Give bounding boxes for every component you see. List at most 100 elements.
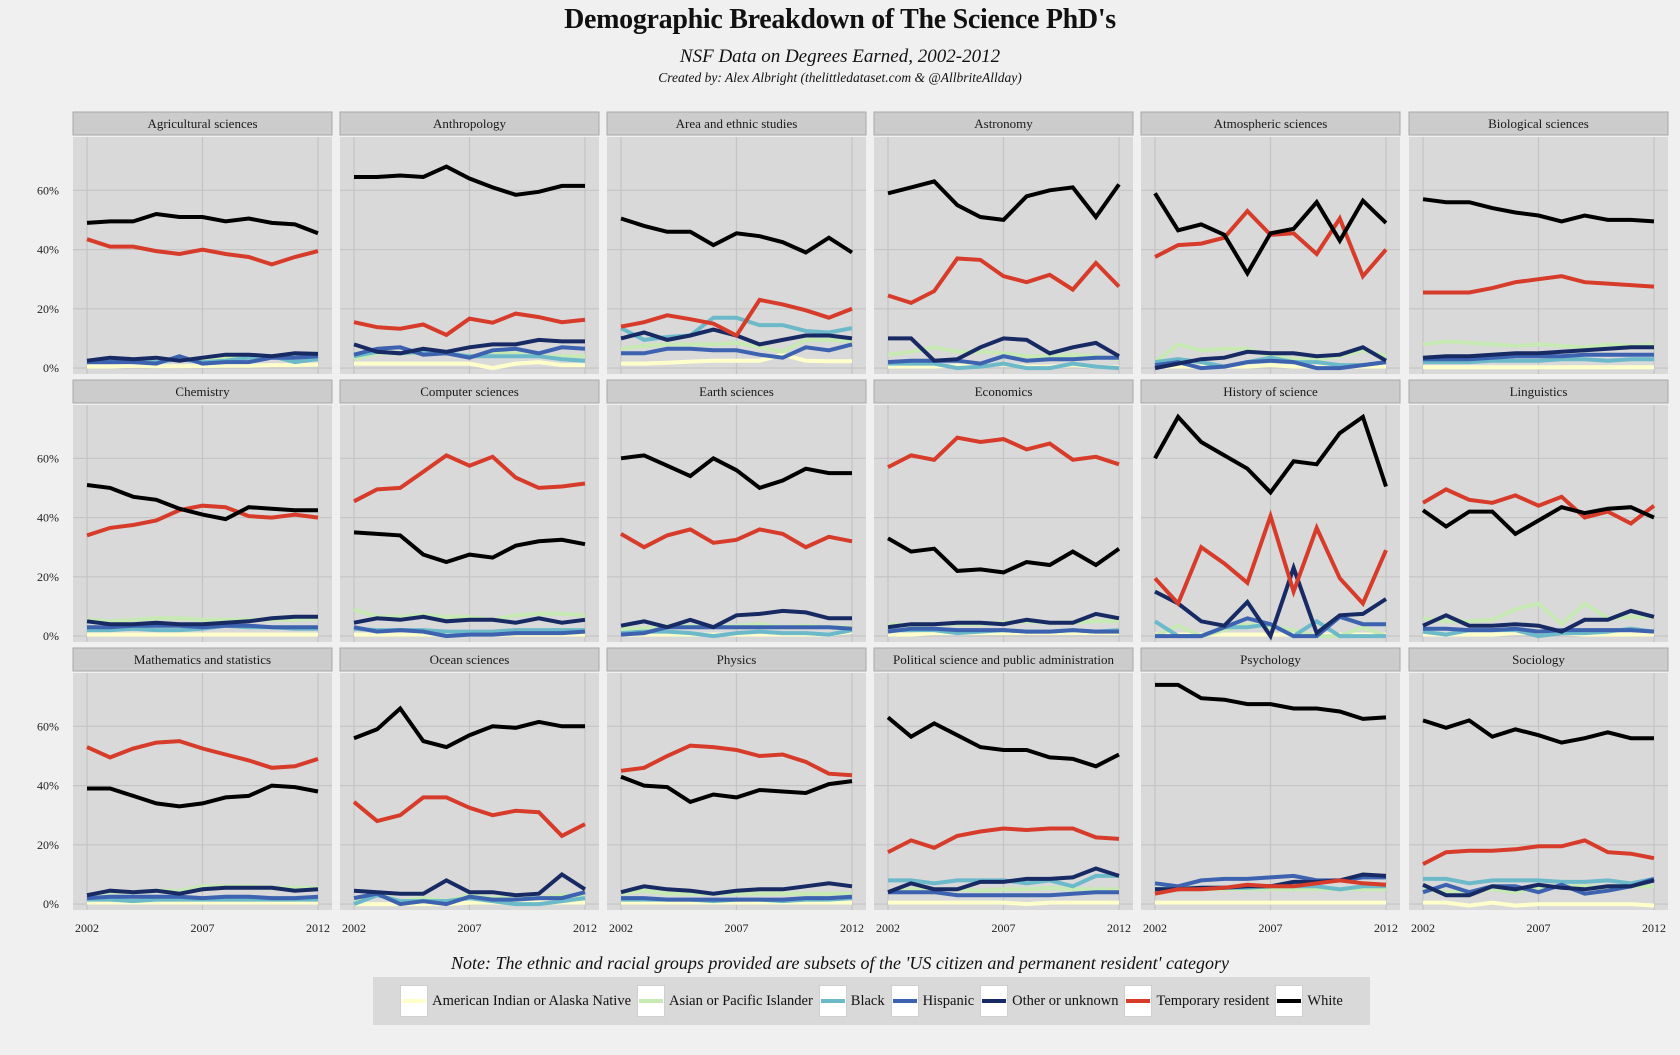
legend-item-asian: Asian or Pacific Islander xyxy=(637,985,813,1017)
series-line-temporary-resident xyxy=(887,826,1120,854)
series-line-white xyxy=(353,705,585,750)
y-tick-label: 60% xyxy=(37,719,59,733)
y-tick-label: 0% xyxy=(43,361,59,375)
x-tick-label: 2007 xyxy=(458,921,482,935)
x-tick-label: 2007 xyxy=(725,921,749,935)
series-line-other-or-unknown xyxy=(353,337,585,356)
legend-swatch xyxy=(892,999,917,1003)
y-tick-label: 40% xyxy=(37,511,59,525)
series-line-black xyxy=(620,628,853,639)
series-line-black xyxy=(1423,876,1655,886)
series-line-other-or-unknown xyxy=(86,885,319,898)
series-line-other-or-unknown xyxy=(86,351,319,363)
series-line-other-or-unknown xyxy=(888,336,1120,363)
series-line-hispanic xyxy=(353,345,586,360)
series-line-temporary-resident xyxy=(887,435,1120,469)
facet-panel: Political science and public administrat… xyxy=(873,647,1134,910)
x-tick-label: 2007 xyxy=(1527,921,1551,935)
series-line-hispanic xyxy=(621,342,853,360)
facet-title: Economics xyxy=(975,384,1033,399)
facet-title: History of science xyxy=(1223,384,1318,399)
facet-strip xyxy=(1140,647,1401,672)
facet-title: Astronomy xyxy=(974,116,1033,131)
facet-strip xyxy=(606,111,867,136)
facet-panel: Biological sciences xyxy=(1408,111,1669,374)
series-line-temporary-resident xyxy=(1154,878,1387,896)
series-line-asian-or-pacific-islander xyxy=(1154,622,1387,639)
series-line-other-or-unknown xyxy=(353,872,587,898)
series-line-temporary-resident xyxy=(86,503,319,538)
x-tick-label: 2007 xyxy=(1259,921,1283,935)
facet-strip xyxy=(873,647,1134,672)
legend-swatch xyxy=(820,999,845,1003)
legend-swatch xyxy=(982,999,1007,1003)
facet-title: Psychology xyxy=(1240,652,1301,667)
legend-item-other: Other or unknown xyxy=(980,985,1118,1017)
x-tick-label: 2002 xyxy=(876,921,900,935)
facet-strip xyxy=(1408,379,1669,404)
series-line-white xyxy=(1153,413,1388,496)
series-line-hispanic xyxy=(353,890,586,907)
series-line-temporary-resident xyxy=(620,743,853,778)
legend-label: Temporary resident xyxy=(1156,992,1270,1009)
y-tick-label: 60% xyxy=(37,451,59,465)
facet-title: Linguistics xyxy=(1510,384,1568,399)
series-line-american-indian-or-alaska-native xyxy=(888,631,1119,637)
series-line-white xyxy=(87,783,319,809)
legend-swatch xyxy=(1126,999,1151,1003)
legend-label: Black xyxy=(850,992,885,1009)
legend-item-black: Black xyxy=(818,985,885,1017)
series-line-temporary-resident xyxy=(86,739,319,770)
x-tick-label: 2012 xyxy=(1107,921,1131,935)
series-line-temporary-resident xyxy=(353,453,586,504)
y-tick-label: 40% xyxy=(37,779,59,793)
facet-title: Ocean sciences xyxy=(430,652,510,667)
facet-panel: Ocean sciences xyxy=(339,647,600,910)
series-line-temporary-resident xyxy=(620,527,853,550)
y-tick-label: 20% xyxy=(37,570,59,584)
series-line-other-or-unknown xyxy=(620,881,853,896)
facet-strip xyxy=(873,379,1134,404)
legend-item-hispanic: Hispanic xyxy=(890,985,975,1017)
series-line-hispanic xyxy=(887,354,1119,366)
legend-key xyxy=(1124,985,1153,1017)
facet-strip xyxy=(72,379,333,404)
series-line-white xyxy=(620,774,853,805)
legend-label: Hispanic xyxy=(922,992,975,1009)
series-line-other-or-unknown xyxy=(353,614,586,625)
series-line-other-or-unknown xyxy=(1154,345,1388,371)
series-line-hispanic xyxy=(86,894,319,901)
legend-key xyxy=(1275,985,1304,1017)
y-tick-label: 20% xyxy=(37,302,59,316)
series-line-hispanic xyxy=(1155,614,1386,639)
series-line-hispanic xyxy=(353,625,586,639)
series-line-hispanic xyxy=(621,894,853,902)
facet-strip xyxy=(1140,379,1401,404)
series-line-temporary-resident xyxy=(1421,487,1656,526)
legend-item-temporary-resident: Temporary resident xyxy=(1124,985,1269,1017)
series-line-other-or-unknown xyxy=(620,608,852,630)
facet-title: Biological sciences xyxy=(1488,116,1589,131)
legend-item-american-indian: American Indian or Alaska Native xyxy=(400,985,631,1017)
facet-panel: Psychology xyxy=(1140,647,1401,910)
series-line-white xyxy=(86,211,319,236)
series-line-other-or-unknown xyxy=(887,866,1120,895)
y-tick-label: 0% xyxy=(43,897,59,911)
facet-strip xyxy=(1408,647,1669,672)
facet-panel: Sociology xyxy=(1408,647,1669,910)
series-line-other-or-unknown xyxy=(1422,345,1654,360)
facet-title: Atmospheric sciences xyxy=(1214,116,1328,131)
series-line-american-indian-or-alaska-native xyxy=(1423,900,1655,908)
facet-panel: Astronomy xyxy=(873,111,1134,374)
legend-key xyxy=(637,985,666,1017)
series-line-temporary-resident xyxy=(352,795,586,839)
series-line-other-or-unknown xyxy=(86,614,318,627)
series-line-white xyxy=(353,530,586,565)
series-line-american-indian-or-alaska-native xyxy=(87,362,319,369)
series-line-white xyxy=(86,483,318,522)
x-tick-label: 2002 xyxy=(75,921,99,935)
series-line-hispanic xyxy=(887,626,1119,634)
series-line-other-or-unknown xyxy=(887,611,1120,630)
facet-panel: Computer sciences xyxy=(339,379,600,642)
